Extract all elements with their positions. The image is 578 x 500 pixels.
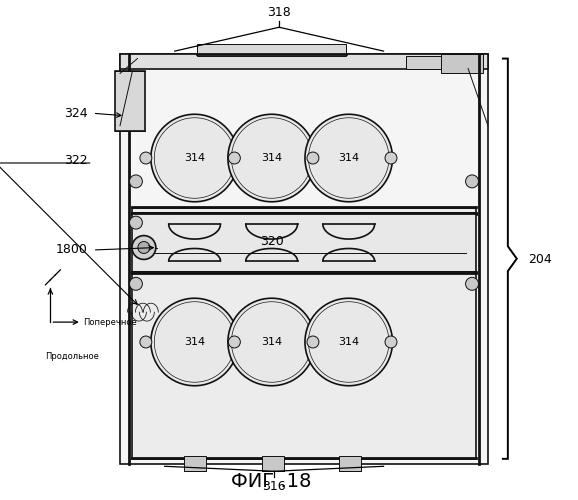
Circle shape <box>465 175 479 188</box>
Bar <box>406 56 440 68</box>
Text: 324: 324 <box>64 107 88 120</box>
Circle shape <box>138 242 150 254</box>
Circle shape <box>307 336 319 348</box>
Circle shape <box>129 278 142 290</box>
Circle shape <box>465 278 479 290</box>
Text: 320: 320 <box>260 234 284 248</box>
Circle shape <box>307 152 319 164</box>
Bar <box>132 212 476 272</box>
Text: 1800: 1800 <box>56 244 88 256</box>
Text: 314: 314 <box>338 153 360 163</box>
Circle shape <box>228 336 240 348</box>
Bar <box>184 456 206 471</box>
Text: 314: 314 <box>184 153 205 163</box>
Circle shape <box>228 298 316 386</box>
Text: Поперечное: Поперечное <box>83 318 137 326</box>
Text: ФИГ .18: ФИГ .18 <box>231 472 312 491</box>
Bar <box>197 44 346 56</box>
Circle shape <box>151 114 238 202</box>
Text: 204: 204 <box>528 254 551 266</box>
Circle shape <box>228 114 316 202</box>
Text: 314: 314 <box>261 153 282 163</box>
Bar <box>262 456 284 471</box>
Bar <box>115 71 145 130</box>
Circle shape <box>228 152 240 164</box>
Bar <box>440 54 483 74</box>
Bar <box>132 272 476 459</box>
Text: 314: 314 <box>184 337 205 347</box>
Text: 314: 314 <box>338 337 360 347</box>
Text: 318: 318 <box>267 6 291 19</box>
Circle shape <box>305 298 392 386</box>
Text: 314: 314 <box>261 337 282 347</box>
Text: Продольное: Продольное <box>46 352 99 361</box>
Bar <box>132 208 476 212</box>
Bar <box>120 54 488 68</box>
Text: 322: 322 <box>64 154 88 167</box>
Circle shape <box>140 152 152 164</box>
Circle shape <box>132 236 156 260</box>
Circle shape <box>151 298 238 386</box>
Circle shape <box>129 175 142 188</box>
Circle shape <box>385 336 397 348</box>
Circle shape <box>305 114 392 202</box>
Bar <box>120 54 488 464</box>
Circle shape <box>385 152 397 164</box>
Bar <box>339 456 361 471</box>
Text: 316: 316 <box>262 480 286 492</box>
Circle shape <box>129 216 142 229</box>
Circle shape <box>140 336 152 348</box>
